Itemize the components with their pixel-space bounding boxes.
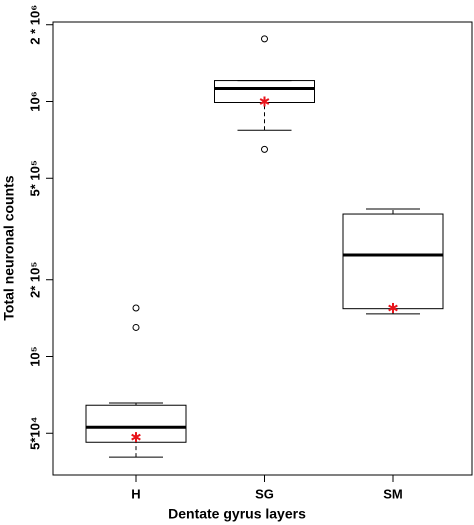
x-tick-label: SM [383,486,403,501]
mean-marker [131,432,141,443]
box [85,404,187,443]
plot-frame [52,21,473,476]
y-tick-label: 10⁵ [27,346,42,367]
box [342,213,444,310]
mean-marker [259,96,270,107]
x-axis-title: Dentate gyrus layers [168,506,306,522]
mean-marker [388,302,398,313]
y-tick-label: 2 * 10⁶ [27,5,42,45]
mean-stroke [131,433,141,441]
y-tick-label: 5*10⁴ [27,417,42,450]
x-tick-label: H [131,486,140,501]
x-tick-label: SG [255,486,274,501]
outlier [261,35,268,43]
outlier [261,145,268,153]
y-tick-label: 5* 10⁵ [27,160,42,196]
y-tick-label: 10⁶ [27,91,42,111]
outlier [132,323,140,331]
y-axis-title: Total neuronal counts [1,175,17,320]
outlier [132,304,140,312]
mean-stroke [259,98,270,105]
mean-stroke [388,304,398,312]
y-tick-label: 2* 10⁵ [27,262,42,298]
